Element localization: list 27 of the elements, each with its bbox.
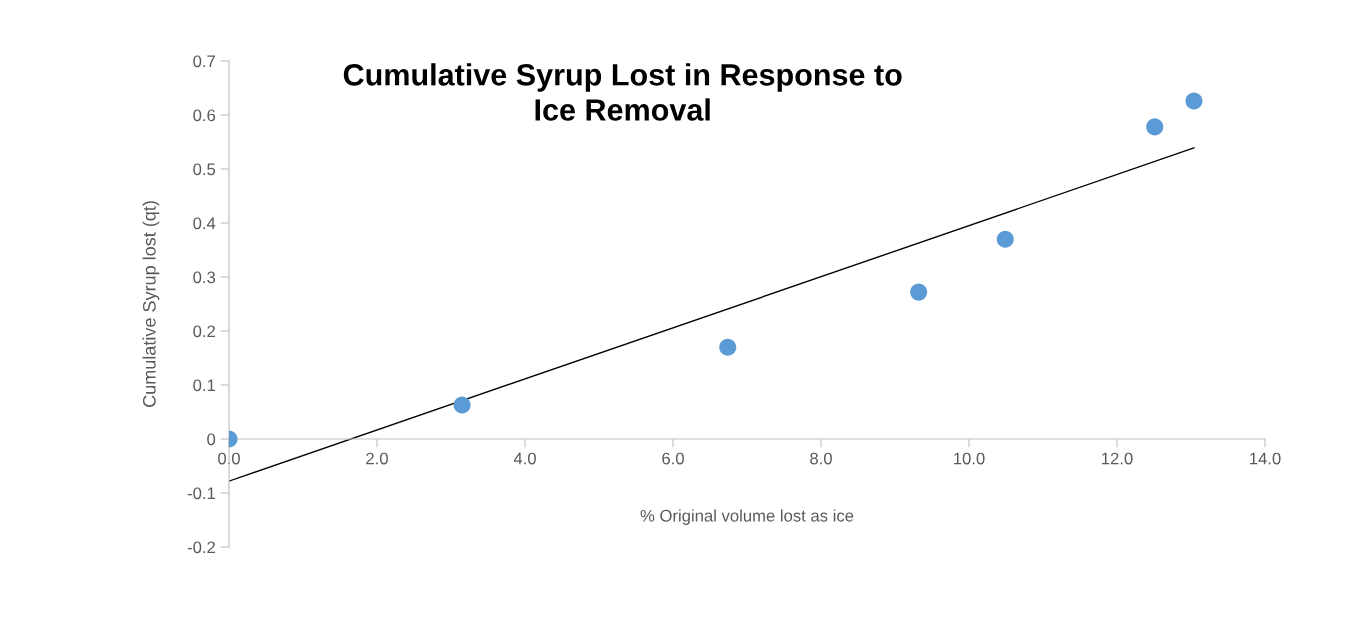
- y-tick-label: 0.1: [193, 379, 215, 392]
- point: [1185, 92, 1203, 110]
- x-tick-label: 0.0: [218, 452, 240, 465]
- x-tick-label: 14.0: [1250, 452, 1281, 465]
- y-tick-label: 0: [207, 433, 216, 446]
- y-tick-label: 0.6: [193, 109, 216, 122]
- y-tick-label: 0.7: [193, 55, 215, 68]
- x-axis-title: % Original volume lost as ice: [640, 509, 854, 525]
- text: Cumulative Syrup Lost in Response to Ice Removal: [343, 63, 902, 121]
- x-tick-label: 4.0: [513, 452, 536, 465]
- x-tick-label: 2.0: [366, 452, 388, 465]
- x-tick-label: 8.0: [810, 452, 832, 465]
- y-axis-title: Cumulative Syrup lost (qt): [142, 201, 160, 407]
- y-tick-label: 0.4: [193, 217, 216, 230]
- point: [719, 338, 737, 356]
- y-tick-label: -0.2: [187, 541, 215, 554]
- x-tick-label: 6.0: [662, 452, 684, 465]
- y-tick-label: -0.1: [187, 487, 215, 500]
- y-tick-label: 0.3: [193, 271, 216, 284]
- x-tick-label: 12.0: [1102, 452, 1133, 465]
- point: [910, 283, 928, 301]
- y-tick-label: 0.2: [193, 325, 215, 338]
- point: [453, 396, 471, 414]
- point: [996, 230, 1014, 248]
- x-tick-label: 10.0: [954, 452, 985, 465]
- y-tick-label: 0.5: [193, 163, 216, 176]
- point: [1146, 118, 1164, 136]
